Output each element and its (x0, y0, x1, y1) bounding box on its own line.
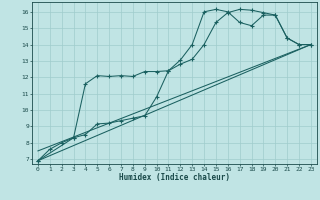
X-axis label: Humidex (Indice chaleur): Humidex (Indice chaleur) (119, 173, 230, 182)
